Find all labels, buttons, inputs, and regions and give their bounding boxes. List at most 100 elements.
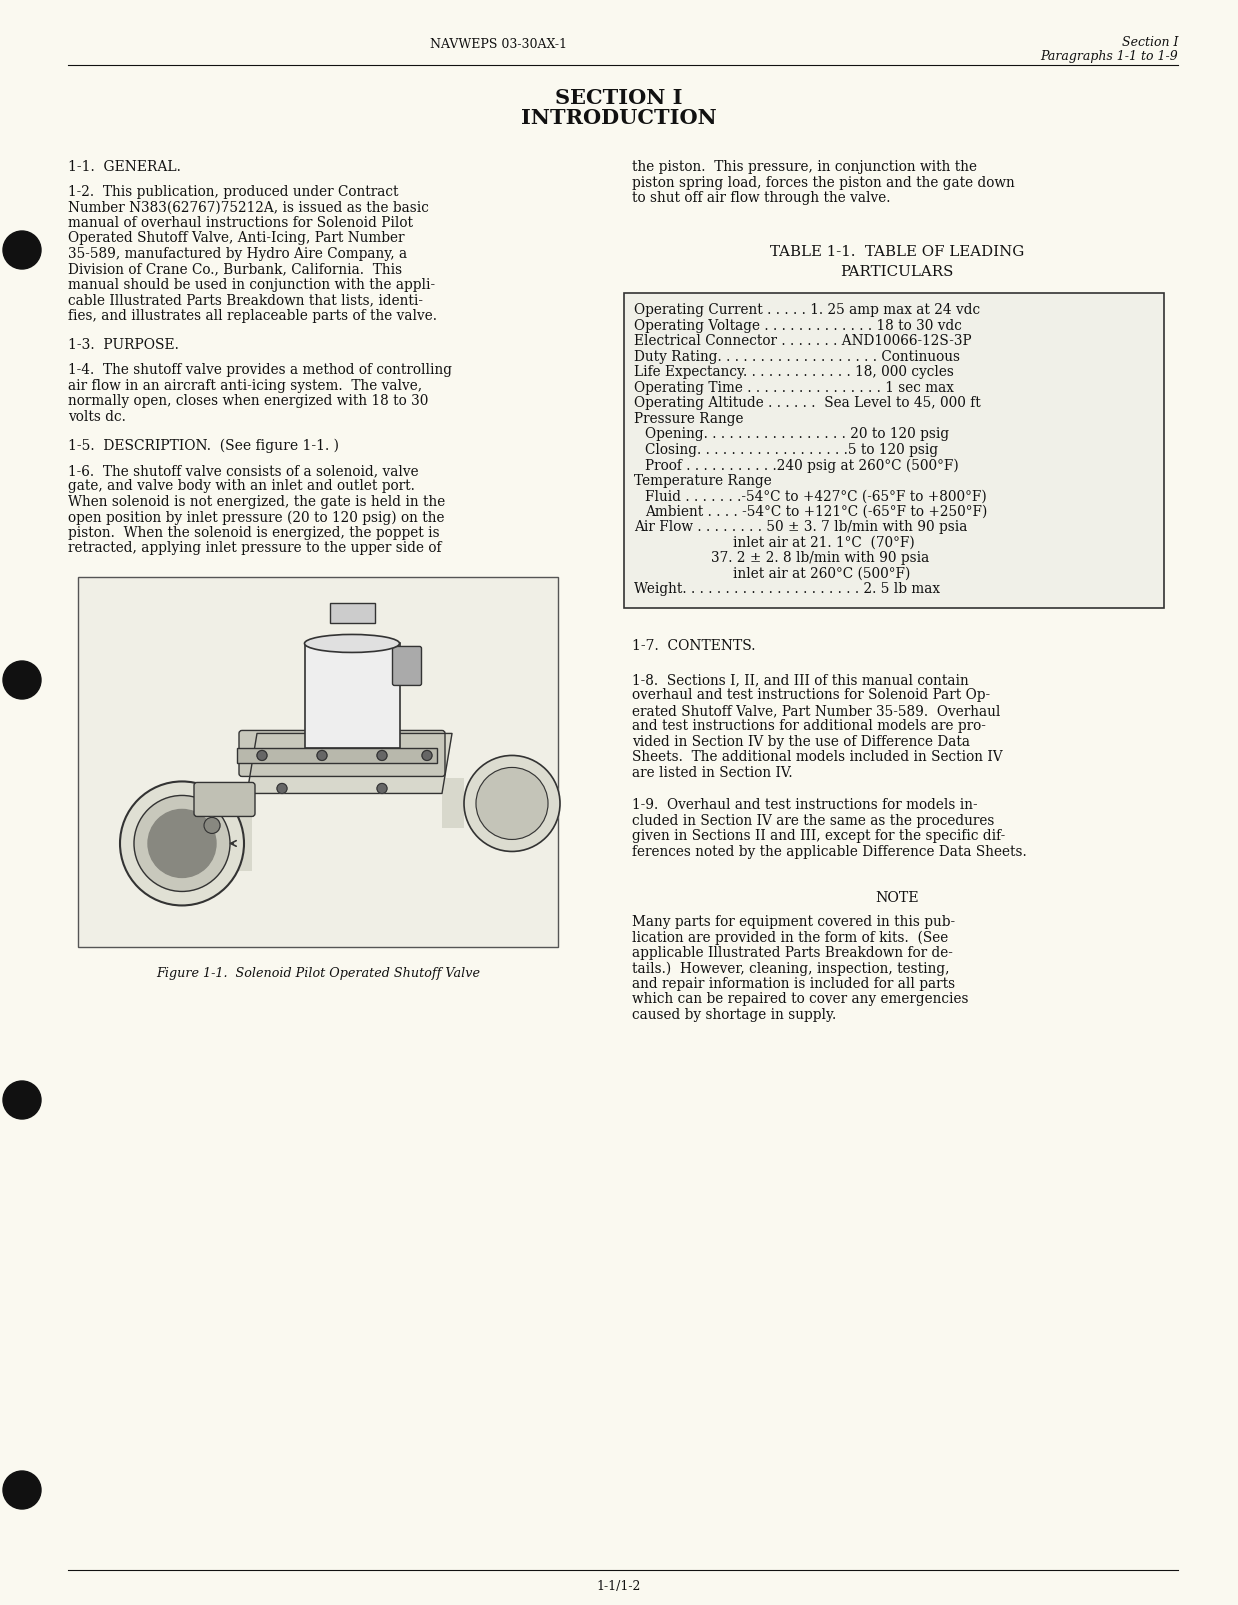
Text: When solenoid is not energized, the gate is held in the: When solenoid is not energized, the gate… — [68, 494, 446, 509]
Text: 1-1.  GENERAL.: 1-1. GENERAL. — [68, 160, 181, 173]
Bar — [239, 815, 253, 872]
Text: given in Sections II and III, except for the specific dif-: given in Sections II and III, except for… — [633, 830, 1005, 844]
Text: Operating Voltage . . . . . . . . . . . . . 18 to 30 vdc: Operating Voltage . . . . . . . . . . . … — [634, 319, 962, 332]
Text: piston spring load, forces the piston and the gate down: piston spring load, forces the piston an… — [633, 175, 1015, 189]
Text: applicable Illustrated Parts Breakdown for de-: applicable Illustrated Parts Breakdown f… — [633, 945, 953, 960]
Circle shape — [475, 767, 548, 839]
Ellipse shape — [305, 634, 400, 653]
Bar — [236, 748, 437, 764]
Text: 1-5.  DESCRIPTION.  (See figure 1-1. ): 1-5. DESCRIPTION. (See figure 1-1. ) — [68, 440, 339, 453]
Text: caused by shortage in supply.: caused by shortage in supply. — [633, 1008, 836, 1022]
Text: PARTICULARS: PARTICULARS — [841, 265, 953, 279]
Text: INTRODUCTION: INTRODUCTION — [521, 108, 717, 128]
Circle shape — [317, 751, 327, 761]
Circle shape — [120, 782, 244, 905]
Circle shape — [134, 796, 230, 891]
Text: vided in Section IV by the use of Difference Data: vided in Section IV by the use of Differ… — [633, 735, 971, 750]
Text: Air Flow . . . . . . . . 50 ± 3. 7 lb/min with 90 psia: Air Flow . . . . . . . . 50 ± 3. 7 lb/mi… — [634, 520, 967, 534]
Text: Operating Time . . . . . . . . . . . . . . . . 1 sec max: Operating Time . . . . . . . . . . . . .… — [634, 380, 953, 395]
FancyBboxPatch shape — [239, 730, 444, 777]
Circle shape — [2, 1472, 41, 1509]
Text: fies, and illustrates all replaceable parts of the valve.: fies, and illustrates all replaceable pa… — [68, 308, 437, 323]
Text: inlet air at 260°C (500°F): inlet air at 260°C (500°F) — [733, 567, 910, 581]
Text: Operating Altitude . . . . . .  Sea Level to 45, 000 ft: Operating Altitude . . . . . . Sea Level… — [634, 396, 980, 411]
Circle shape — [464, 756, 560, 851]
Text: 1-4.  The shutoff valve provides a method of controlling: 1-4. The shutoff valve provides a method… — [68, 363, 452, 377]
Text: Electrical Connector . . . . . . . AND10066-12S-3P: Electrical Connector . . . . . . . AND10… — [634, 334, 972, 348]
Text: Proof . . . . . . . . . . .240 psig at 260°C (500°F): Proof . . . . . . . . . . .240 psig at 2… — [645, 459, 958, 473]
Circle shape — [378, 751, 387, 761]
Text: tails.)  However, cleaning, inspection, testing,: tails.) However, cleaning, inspection, t… — [633, 961, 950, 976]
Text: Figure 1-1.  Solenoid Pilot Operated Shutoff Valve: Figure 1-1. Solenoid Pilot Operated Shut… — [156, 966, 480, 981]
Text: Weight. . . . . . . . . . . . . . . . . . . . . 2. 5 lb max: Weight. . . . . . . . . . . . . . . . . … — [634, 583, 940, 597]
Text: 1-8.  Sections I, II, and III of this manual contain: 1-8. Sections I, II, and III of this man… — [633, 672, 969, 687]
Text: 1-7.  CONTENTS.: 1-7. CONTENTS. — [633, 639, 755, 653]
Text: lication are provided in the form of kits.  (See: lication are provided in the form of kit… — [633, 931, 948, 945]
Text: 1-1/1-2: 1-1/1-2 — [597, 1579, 641, 1594]
Polygon shape — [248, 733, 452, 793]
Text: 37. 2 ± 2. 8 lb/min with 90 psia: 37. 2 ± 2. 8 lb/min with 90 psia — [711, 551, 930, 565]
Text: 1-2.  This publication, produced under Contract: 1-2. This publication, produced under Co… — [68, 185, 399, 199]
Text: Opening. . . . . . . . . . . . . . . . . 20 to 120 psig: Opening. . . . . . . . . . . . . . . . .… — [645, 427, 950, 441]
Text: overhaul and test instructions for Solenoid Part Op-: overhaul and test instructions for Solen… — [633, 689, 990, 703]
Text: Duty Rating. . . . . . . . . . . . . . . . . . . Continuous: Duty Rating. . . . . . . . . . . . . . .… — [634, 350, 959, 364]
Bar — [331, 603, 375, 623]
Text: manual should be used in conjunction with the appli-: manual should be used in conjunction wit… — [68, 278, 435, 292]
Text: erated Shutoff Valve, Part Number 35-589.  Overhaul: erated Shutoff Valve, Part Number 35-589… — [633, 705, 1000, 717]
Text: which can be repaired to cover any emergencies: which can be repaired to cover any emerg… — [633, 992, 968, 1006]
Text: inlet air at 21. 1°C  (70°F): inlet air at 21. 1°C (70°F) — [733, 536, 915, 551]
Text: and test instructions for additional models are pro-: and test instructions for additional mod… — [633, 719, 985, 733]
Circle shape — [204, 817, 220, 833]
Bar — [624, 294, 1164, 608]
Circle shape — [2, 661, 41, 700]
Text: 1-9.  Overhaul and test instructions for models in-: 1-9. Overhaul and test instructions for … — [633, 798, 978, 812]
Circle shape — [277, 783, 287, 793]
Circle shape — [2, 1082, 41, 1119]
Circle shape — [258, 751, 267, 761]
Text: open position by inlet pressure (20 to 120 psig) on the: open position by inlet pressure (20 to 1… — [68, 510, 444, 525]
Text: SECTION I: SECTION I — [556, 88, 682, 108]
Text: gate, and valve body with an inlet and outlet port.: gate, and valve body with an inlet and o… — [68, 480, 415, 493]
Text: to shut off air flow through the valve.: to shut off air flow through the valve. — [633, 191, 890, 205]
Text: normally open, closes when energized with 18 to 30: normally open, closes when energized wit… — [68, 395, 428, 408]
Text: NOTE: NOTE — [875, 891, 919, 905]
Text: Operating Current . . . . . 1. 25 amp max at 24 vdc: Operating Current . . . . . 1. 25 amp ma… — [634, 303, 980, 318]
Circle shape — [422, 751, 432, 761]
Text: retracted, applying inlet pressure to the upper side of: retracted, applying inlet pressure to th… — [68, 541, 442, 555]
FancyBboxPatch shape — [392, 647, 421, 685]
Text: Pressure Range: Pressure Range — [634, 412, 744, 425]
Bar — [305, 644, 400, 748]
Text: Fluid . . . . . . .-54°C to +427°C (-65°F to +800°F): Fluid . . . . . . .-54°C to +427°C (-65°… — [645, 490, 987, 504]
Bar — [78, 576, 558, 947]
Text: TABLE 1-1.  TABLE OF LEADING: TABLE 1-1. TABLE OF LEADING — [770, 246, 1024, 260]
Circle shape — [149, 809, 215, 878]
Text: 1-3.  PURPOSE.: 1-3. PURPOSE. — [68, 339, 178, 351]
Circle shape — [2, 231, 41, 270]
Text: Operated Shutoff Valve, Anti-Icing, Part Number: Operated Shutoff Valve, Anti-Icing, Part… — [68, 231, 405, 246]
Text: cable Illustrated Parts Breakdown that lists, identi-: cable Illustrated Parts Breakdown that l… — [68, 294, 423, 307]
Text: Division of Crane Co., Burbank, California.  This: Division of Crane Co., Burbank, Californ… — [68, 262, 402, 276]
Text: air flow in an aircraft anti-icing system.  The valve,: air flow in an aircraft anti-icing syste… — [68, 379, 422, 393]
Text: 35-589, manufactured by Hydro Aire Company, a: 35-589, manufactured by Hydro Aire Compa… — [68, 247, 407, 260]
Text: Ambient . . . . -54°C to +121°C (-65°F to +250°F): Ambient . . . . -54°C to +121°C (-65°F t… — [645, 506, 988, 518]
Text: Life Expectancy. . . . . . . . . . . . . 18, 000 cycles: Life Expectancy. . . . . . . . . . . . .… — [634, 366, 953, 379]
Text: manual of overhaul instructions for Solenoid Pilot: manual of overhaul instructions for Sole… — [68, 215, 413, 230]
FancyBboxPatch shape — [194, 783, 255, 817]
Text: NAVWEPS 03-30AX-1: NAVWEPS 03-30AX-1 — [430, 39, 567, 51]
Circle shape — [378, 783, 387, 793]
Text: Sheets.  The additional models included in Section IV: Sheets. The additional models included i… — [633, 751, 1003, 764]
Text: Section I: Section I — [1122, 35, 1179, 50]
Bar — [442, 778, 464, 828]
Text: the piston.  This pressure, in conjunction with the: the piston. This pressure, in conjunctio… — [633, 160, 977, 173]
Text: piston.  When the solenoid is energized, the poppet is: piston. When the solenoid is energized, … — [68, 526, 439, 539]
Text: ferences noted by the applicable Difference Data Sheets.: ferences noted by the applicable Differe… — [633, 844, 1026, 859]
Text: Number N383(62767)75212A, is issued as the basic: Number N383(62767)75212A, is issued as t… — [68, 201, 428, 215]
Text: volts dc.: volts dc. — [68, 409, 126, 424]
Text: cluded in Section IV are the same as the procedures: cluded in Section IV are the same as the… — [633, 814, 994, 828]
Text: are listed in Section IV.: are listed in Section IV. — [633, 766, 792, 780]
Text: 1-6.  The shutoff valve consists of a solenoid, valve: 1-6. The shutoff valve consists of a sol… — [68, 464, 418, 478]
Text: and repair information is included for all parts: and repair information is included for a… — [633, 977, 956, 990]
Text: Paragraphs 1-1 to 1-9: Paragraphs 1-1 to 1-9 — [1040, 50, 1179, 63]
Text: Many parts for equipment covered in this pub-: Many parts for equipment covered in this… — [633, 915, 956, 929]
Text: Temperature Range: Temperature Range — [634, 473, 771, 488]
